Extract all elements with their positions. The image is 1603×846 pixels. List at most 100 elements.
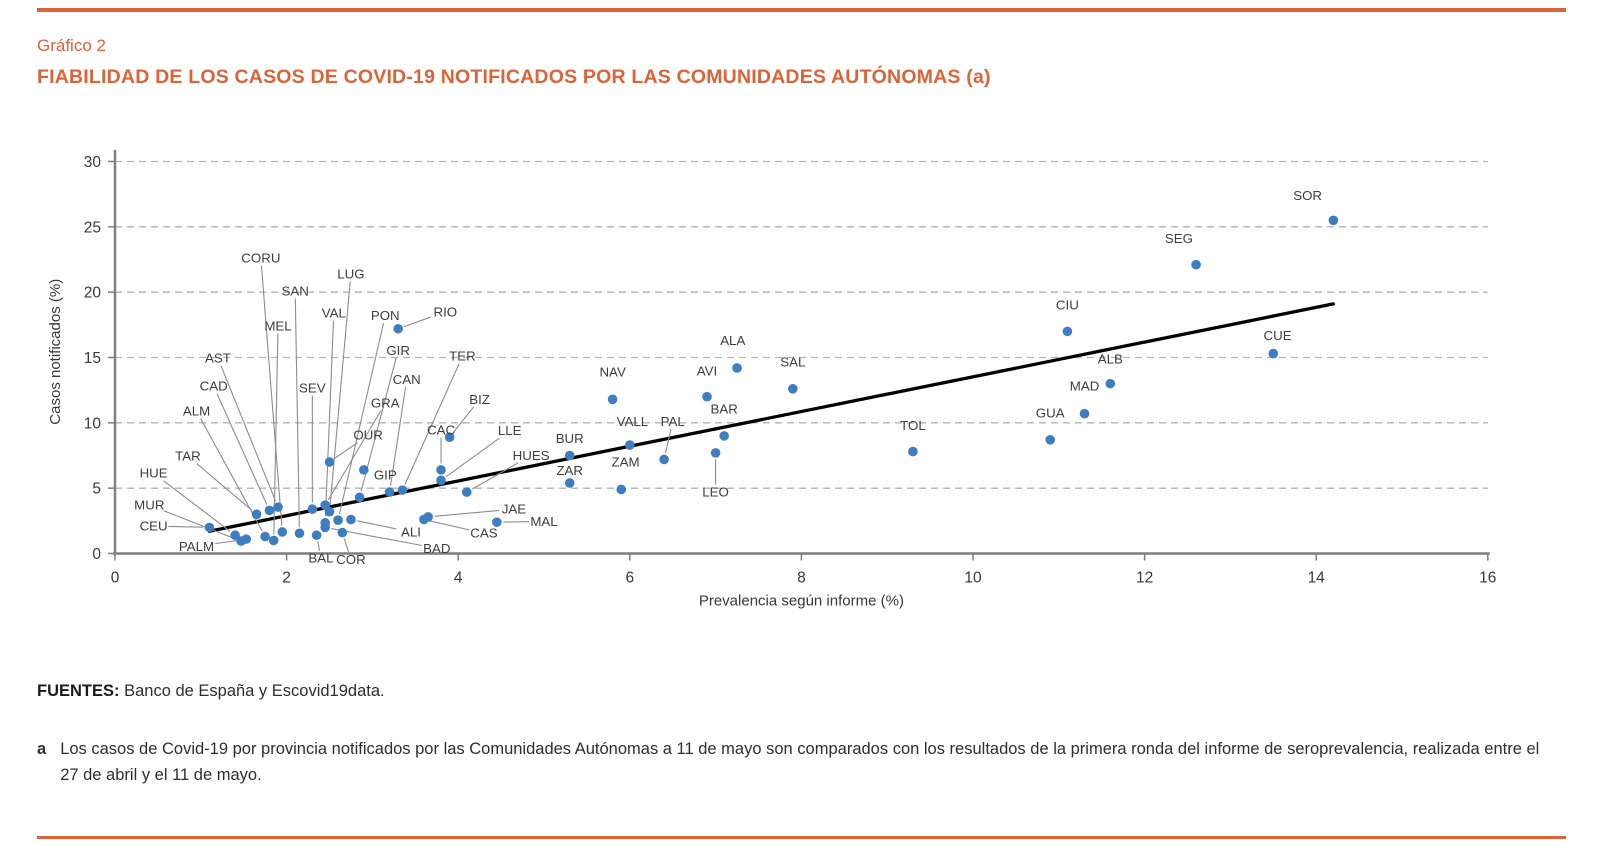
x-tick-label-8: 8 — [797, 570, 806, 587]
y-axis-title: Casos notificados (%) — [47, 279, 64, 425]
point-label-TAR: TAR — [175, 449, 201, 464]
leader-LUG — [329, 281, 351, 506]
point-label-CAD: CAD — [200, 379, 228, 394]
leader-JAE — [434, 509, 500, 517]
sources-text: Banco de España y Escovid19data. — [119, 682, 385, 700]
point-label-ALI: ALI — [401, 524, 421, 539]
point-label-AVI: AVI — [697, 364, 717, 379]
point-TER — [397, 485, 408, 495]
point-LUG — [324, 506, 335, 517]
point-AVI — [702, 391, 712, 402]
leader-ALM — [200, 418, 263, 532]
trend-line — [207, 302, 1336, 533]
point-label-SAN: SAN — [282, 283, 309, 298]
point-label-LEO: LEO — [702, 485, 729, 500]
y-tick-label-25: 25 — [84, 219, 101, 236]
point-label-LLE: LLE — [498, 423, 522, 438]
point-label-BUR: BUR — [556, 431, 584, 446]
point-label-AST: AST — [205, 351, 231, 366]
page-title: FIABILIDAD DE LOS CASOS DE COVID-19 NOTI… — [37, 66, 991, 88]
point-VAL — [320, 517, 331, 528]
leader-SAN — [294, 298, 300, 527]
point-TOL — [908, 446, 918, 457]
point-CAD — [264, 505, 275, 516]
point-PAL — [659, 454, 669, 465]
point-label-MAD: MAD — [1070, 379, 1100, 394]
point-BAL — [311, 530, 322, 541]
footnote-text: Los casos de Covid-19 por provincia noti… — [60, 740, 1540, 784]
point-label-CUE: CUE — [1264, 328, 1292, 343]
point-label-VALL: VALL — [617, 414, 649, 429]
point-CIU — [1062, 326, 1073, 337]
leader-PON — [338, 323, 385, 515]
point-label-ALB: ALB — [1098, 351, 1123, 366]
y-tick-label-15: 15 — [84, 350, 101, 367]
point-SEV — [307, 504, 318, 514]
top-accent-rule — [37, 8, 1566, 12]
point-label-SEV: SEV — [299, 381, 326, 396]
point-label-GIP: GIP — [374, 468, 397, 483]
x-tick-label-14: 14 — [1308, 570, 1326, 587]
leader-AST — [220, 365, 277, 502]
point-LEO — [710, 448, 721, 458]
point-label-BAL: BAL — [308, 551, 333, 566]
point-CEU — [204, 522, 215, 533]
point-label-JAE: JAE — [502, 502, 527, 517]
point-MAL — [492, 517, 502, 527]
leader-VAL — [324, 320, 335, 517]
point-NAV — [607, 394, 618, 405]
leader-CAD — [216, 393, 268, 505]
point-label-CORU: CORU — [241, 251, 280, 266]
x-tick-label-4: 4 — [454, 570, 463, 587]
x-tick-label-6: 6 — [625, 570, 634, 587]
point-OUR — [324, 457, 335, 467]
y-tick-label-30: 30 — [84, 154, 102, 171]
point-label-CAS: CAS — [470, 526, 497, 541]
point-label-CEU: CEU — [140, 519, 168, 534]
point-label-PON: PON — [371, 308, 400, 323]
x-tick-label-12: 12 — [1136, 570, 1153, 587]
point-COR — [337, 527, 348, 538]
point-label-ALA: ALA — [720, 333, 745, 348]
point-label-GIR: GIR — [386, 343, 410, 358]
point-label-PAL: PAL — [661, 414, 685, 429]
point-label-TOL: TOL — [900, 418, 926, 433]
leader-MUR — [163, 510, 236, 540]
point-CUE — [1268, 348, 1279, 359]
point-SEG — [1191, 259, 1201, 270]
chart-kicker: Gráfico 2 — [37, 36, 106, 55]
point-HUES — [461, 487, 472, 497]
point-label-BAR: BAR — [711, 402, 738, 417]
leader-MEL — [273, 333, 279, 535]
point-label-NAV: NAV — [599, 364, 625, 379]
point-GIR — [354, 492, 365, 503]
point-label-HUE: HUE — [140, 466, 168, 481]
point-TAR — [251, 509, 262, 520]
leader-CAS — [429, 520, 470, 531]
point-ALI — [346, 514, 356, 525]
point-RIO — [393, 323, 403, 334]
x-tick-label-16: 16 — [1479, 570, 1496, 587]
point-AST — [273, 502, 283, 512]
point-CAS — [419, 514, 429, 525]
point-CORU — [277, 527, 288, 537]
point-CAC — [436, 465, 446, 475]
point-label-MEL: MEL — [264, 319, 291, 334]
point-label-GUA: GUA — [1036, 406, 1065, 421]
point-label-COR: COR — [336, 552, 366, 567]
leader-CEU — [168, 525, 204, 528]
x-tick-label-0: 0 — [111, 570, 120, 587]
point-label-ZAM: ZAM — [611, 455, 639, 470]
leader-TAR — [196, 463, 253, 511]
leader-COR — [343, 538, 350, 553]
point-label-MUR: MUR — [134, 498, 164, 513]
sources-line: FUENTES: Banco de España y Escovid19data… — [37, 682, 385, 701]
point-label-PALM: PALM — [179, 539, 214, 554]
leader-HUE — [163, 480, 231, 532]
point-CAN — [384, 487, 395, 497]
leader-GRA — [327, 410, 382, 501]
point-label-OUR: OUR — [353, 428, 383, 443]
point-ALB — [1105, 378, 1116, 389]
point-SOR — [1328, 215, 1339, 226]
